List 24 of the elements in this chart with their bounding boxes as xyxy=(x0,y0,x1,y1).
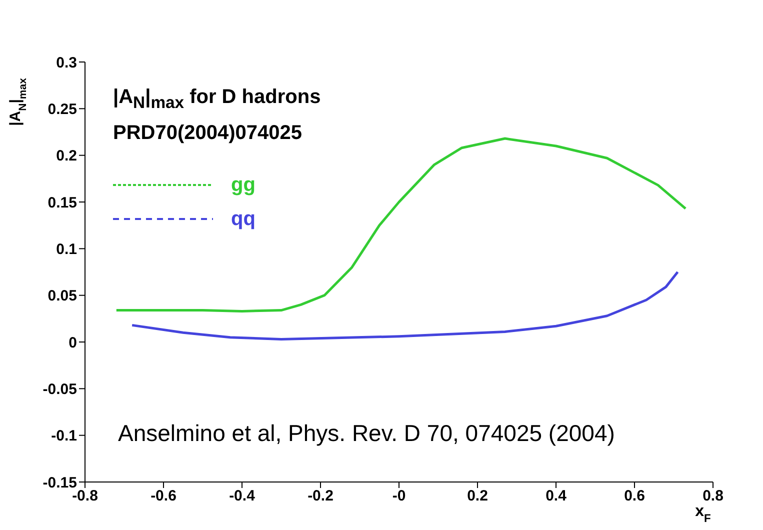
legend-label: qq xyxy=(231,208,256,230)
y-tick-label: -0.05 xyxy=(42,380,77,398)
text: |A$_{N}$|$_{max}$ for D hadrons xyxy=(113,86,321,113)
y-tick-label: 0.1 xyxy=(56,240,77,258)
y-tick-label: 0.15 xyxy=(48,194,77,212)
annotation: Anselmino et al, Phys. Rev. D 70, 074025 (2004) xyxy=(118,420,615,447)
x-tick-label: -0 xyxy=(392,488,406,505)
y-tick-label: 0.05 xyxy=(48,288,77,305)
x-tick-label: 0.2 xyxy=(467,488,488,505)
x-tick-label: -0.2 xyxy=(308,488,334,505)
x-tick-label: 0.4 xyxy=(546,488,568,505)
x-axis-title: x$_{F}$ xyxy=(695,503,712,525)
y-tick-label: 0.25 xyxy=(48,100,77,118)
legend-label: gg xyxy=(231,174,256,196)
y-tick-label: 0.2 xyxy=(56,148,77,165)
y-tick-label: 0.3 xyxy=(56,54,77,72)
x-tick-label: 0.6 xyxy=(624,488,645,505)
x-tick-label: 0.8 xyxy=(702,488,724,505)
x-tick-label: -0.4 xyxy=(229,488,256,505)
text: PRD70(2004)074025 xyxy=(113,122,302,145)
x-tick-label: -0.6 xyxy=(150,488,176,505)
y-tick-label: -0.1 xyxy=(51,428,77,445)
y-tick-label: 0 xyxy=(68,334,77,352)
line-series xyxy=(130,270,679,340)
